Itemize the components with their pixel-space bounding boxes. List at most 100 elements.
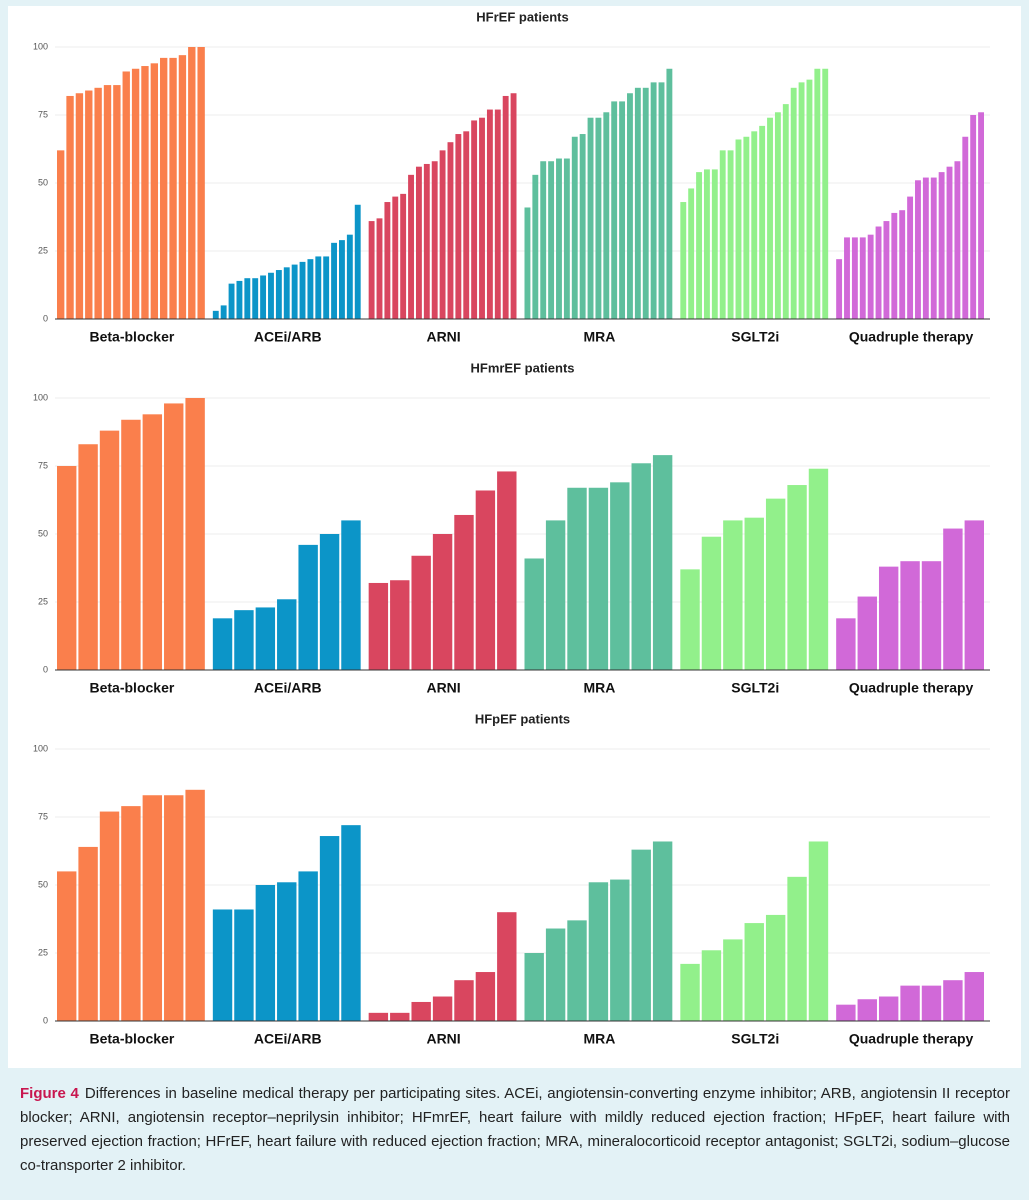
caption-text: Differences in baseline medical therapy … — [20, 1085, 1010, 1174]
bar — [867, 234, 874, 319]
bar — [94, 87, 102, 319]
bar — [751, 131, 758, 319]
bar — [711, 169, 718, 319]
bar — [859, 237, 866, 319]
bar — [494, 109, 501, 319]
bar — [774, 112, 781, 319]
bar — [323, 256, 330, 319]
bar — [99, 811, 120, 1021]
bar — [954, 161, 961, 319]
bar — [900, 561, 920, 670]
bar — [255, 607, 276, 670]
bar — [619, 101, 626, 320]
bar — [611, 101, 618, 320]
x-tick-label: ACEi/ARB — [254, 1031, 322, 1047]
bar — [891, 212, 898, 319]
bar — [439, 150, 446, 319]
caption-label: Figure 4 — [20, 1085, 79, 1102]
bar — [307, 259, 314, 319]
y-tick-label: 25 — [38, 947, 48, 957]
y-tick-label: 0 — [43, 1015, 48, 1025]
bar — [502, 95, 509, 320]
x-tick-label: MRA — [583, 680, 615, 696]
x-tick-label: Quadruple therapy — [849, 1031, 974, 1047]
y-tick-label: 100 — [33, 41, 48, 51]
bar — [57, 150, 65, 319]
y-tick-label: 75 — [38, 460, 48, 470]
bar — [341, 520, 361, 670]
bar — [57, 466, 77, 670]
x-tick-label: SGLT2i — [731, 680, 779, 696]
bar — [331, 242, 338, 319]
y-tick-label: 50 — [38, 177, 48, 187]
bar — [78, 444, 98, 670]
bar — [479, 117, 485, 319]
bar — [141, 66, 149, 319]
bar — [921, 561, 942, 670]
bar — [376, 218, 383, 319]
bar — [185, 789, 205, 1021]
bar — [277, 599, 297, 670]
caption: Figure 4 Differences in baseline medical … — [20, 1082, 1010, 1178]
bar — [970, 115, 977, 319]
bar — [319, 836, 340, 1021]
bar — [185, 398, 205, 670]
bar — [666, 68, 673, 319]
bar — [836, 1004, 856, 1021]
figure: HFrEF patients 0 25 50 75 100 Beta-blocker ACEi… — [8, 6, 1021, 1068]
bar — [160, 57, 168, 319]
bar — [384, 202, 391, 319]
chart-title: HFmrEF patients — [470, 360, 574, 375]
bar — [978, 112, 984, 319]
bar — [857, 999, 877, 1021]
bar — [964, 520, 984, 670]
bar — [411, 1001, 431, 1021]
bar — [556, 158, 562, 319]
bar — [75, 93, 84, 320]
y-tick-label: 0 — [43, 313, 48, 323]
x-tick-label: Beta-blocker — [90, 1031, 175, 1047]
bar — [178, 55, 187, 319]
bar — [298, 871, 318, 1021]
y-tick-label: 0 — [43, 664, 48, 674]
bar — [471, 120, 478, 319]
bar — [454, 980, 474, 1021]
bar — [341, 825, 361, 1021]
bar — [744, 923, 764, 1021]
bar — [299, 261, 306, 319]
bar — [642, 87, 649, 319]
bar — [150, 63, 159, 319]
y-tick-label: 100 — [33, 743, 48, 753]
bar — [680, 202, 687, 319]
bar — [260, 275, 267, 319]
bar — [787, 485, 807, 670]
bar — [767, 117, 773, 319]
bar — [696, 172, 702, 319]
bar — [610, 482, 630, 670]
bar — [814, 68, 821, 319]
bar — [291, 264, 298, 319]
bar — [540, 161, 547, 319]
bar — [236, 280, 243, 319]
bar — [782, 104, 789, 320]
x-tick-label: SGLT2i — [731, 1031, 779, 1047]
x-tick-label: MRA — [583, 1031, 615, 1047]
bar — [220, 305, 227, 319]
bar — [787, 876, 807, 1021]
bar — [524, 953, 544, 1021]
bar — [631, 463, 651, 670]
bar — [548, 161, 555, 319]
bar — [545, 520, 566, 670]
bar — [142, 795, 163, 1021]
bar — [765, 914, 786, 1021]
bar — [411, 555, 431, 670]
bar — [121, 419, 141, 670]
bar — [759, 125, 766, 319]
bar — [822, 68, 829, 319]
chart-title: HFpEF patients — [475, 711, 570, 726]
bar — [836, 259, 843, 319]
y-tick-label: 75 — [38, 811, 48, 821]
bar — [99, 430, 120, 670]
bar — [946, 166, 953, 319]
